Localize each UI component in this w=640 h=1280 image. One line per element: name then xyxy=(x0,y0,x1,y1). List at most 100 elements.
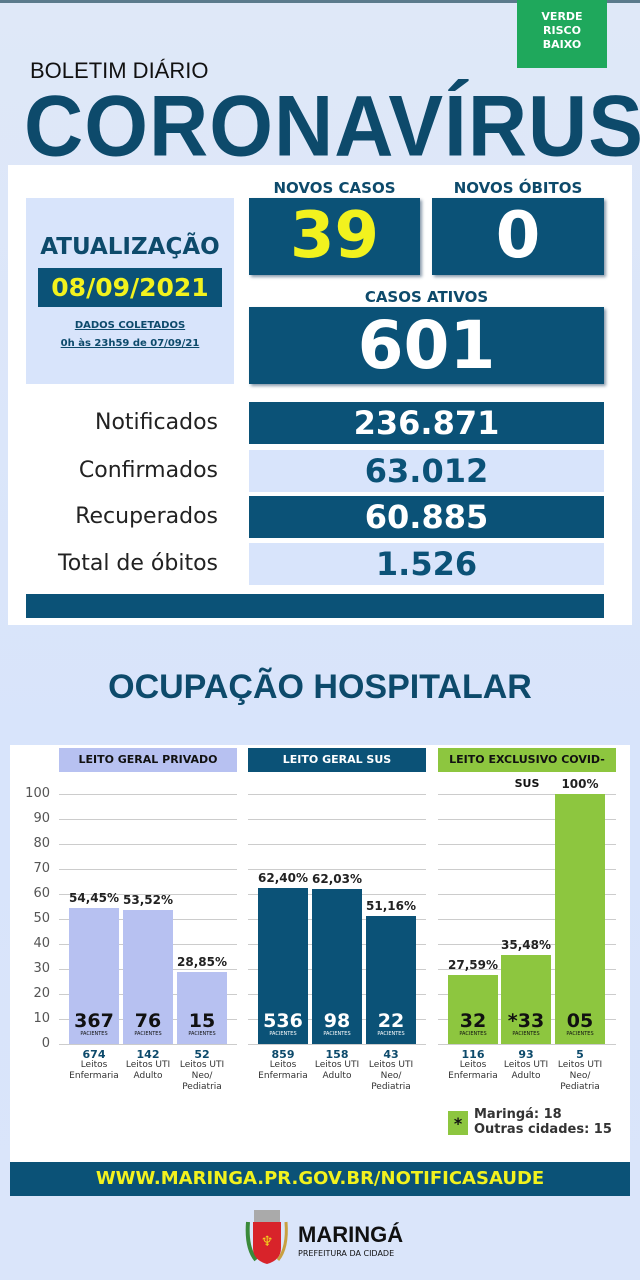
asterisk-icon: * xyxy=(448,1111,468,1135)
stat-label: Notificados xyxy=(95,410,218,435)
active-cases-value: 601 xyxy=(249,307,604,384)
stat-value: 63.012 xyxy=(249,450,604,492)
patients-label: PACIENTES xyxy=(188,1031,216,1037)
patients-count: 98 xyxy=(323,1010,351,1032)
bed-type: Leitos Enfermaria xyxy=(69,1060,119,1081)
subtitle: BOLETIM DIÁRIO xyxy=(30,58,209,83)
collected-label: DADOS COLETADOS xyxy=(74,320,186,331)
bed-type: Leitos UTI Adulto xyxy=(503,1060,549,1081)
active-cases-label: CASOS ATIVOS xyxy=(364,288,489,306)
group-header: LEITO EXCLUSIVO COVID-SUS xyxy=(438,748,616,790)
update-label: ATUALIZAÇÃO xyxy=(40,234,220,260)
new-deaths-label: NOVOS ÓBITOS xyxy=(453,179,583,197)
y-tick-label: 60 xyxy=(33,886,50,901)
gridline xyxy=(248,1044,426,1045)
y-tick-label: 20 xyxy=(33,986,50,1001)
gridline xyxy=(59,1044,237,1045)
top-border xyxy=(0,0,640,3)
gridline xyxy=(248,869,426,870)
svg-text:♆: ♆ xyxy=(261,1234,274,1250)
beds-count: 116 xyxy=(461,1048,485,1061)
group-header: LEITO GERAL SUS xyxy=(248,748,426,772)
patients-label: PACIENTES xyxy=(566,1031,594,1037)
patients-label: PACIENTES xyxy=(512,1031,540,1037)
bed-type: Leitos UTI Neo/ Pediatria xyxy=(368,1060,414,1092)
patients-label: PACIENTES xyxy=(269,1031,297,1037)
beds-count: 674 xyxy=(82,1048,106,1061)
y-tick-label: 30 xyxy=(33,961,50,976)
beds-count: 5 xyxy=(576,1048,584,1061)
badge-line: RISCO xyxy=(543,24,581,37)
gridline xyxy=(59,894,237,895)
patients-count: 536 xyxy=(263,1010,303,1032)
stat-value: 236.871 xyxy=(249,402,604,444)
legend: Maringá: 18 Outras cidades: 15 xyxy=(474,1107,612,1137)
y-tick-label: 0 xyxy=(41,1036,50,1051)
gridline xyxy=(438,794,616,795)
group-header: LEITO GERAL PRIVADO xyxy=(59,748,237,772)
logo-subtitle: PREFEITURA DA CIDADE xyxy=(298,1249,395,1258)
gridline xyxy=(59,794,237,795)
gridline xyxy=(59,819,237,820)
risk-badge: VERDE RISCO BAIXO xyxy=(517,0,607,68)
stat-label: Confirmados xyxy=(78,458,218,483)
bar-percent-label: 53,52% xyxy=(123,893,173,908)
bar xyxy=(366,916,416,1044)
bar-percent-label: 51,16% xyxy=(366,899,416,914)
y-tick-label: 50 xyxy=(33,911,50,926)
patients-count: 32 xyxy=(459,1010,487,1032)
patients-count: 15 xyxy=(188,1010,216,1032)
divider-bar xyxy=(26,594,604,618)
beds-count: 52 xyxy=(194,1048,210,1061)
bar xyxy=(555,794,605,1044)
patients-label: PACIENTES xyxy=(80,1031,108,1037)
update-date: 08/09/2021 xyxy=(38,268,222,307)
patients-label: PACIENTES xyxy=(323,1031,351,1037)
collected-range: 0h às 23h59 de 07/09/21 xyxy=(60,338,200,349)
patients-label: PACIENTES xyxy=(377,1031,405,1037)
bed-type: Leitos UTI Neo/ Pediatria xyxy=(557,1060,603,1092)
gridline xyxy=(438,844,616,845)
bar xyxy=(177,971,227,1044)
y-tick-label: 90 xyxy=(33,811,50,826)
section-title: OCUPAÇÃO HOSPITALAR xyxy=(108,668,532,706)
update-box: ATUALIZAÇÃO 08/09/2021 DADOS COLETADOS 0… xyxy=(26,198,234,384)
gridline xyxy=(59,844,237,845)
logo-name: MARINGÁ xyxy=(298,1222,404,1247)
gridline xyxy=(438,944,616,945)
beds-count: 158 xyxy=(325,1048,349,1061)
patients-count: *33 xyxy=(507,1010,545,1032)
gridline xyxy=(438,1044,616,1045)
city-coat-of-arms-icon: ♆ xyxy=(244,1208,290,1268)
beds-count: 93 xyxy=(518,1048,534,1061)
patients-label: PACIENTES xyxy=(459,1031,487,1037)
beds-count: 43 xyxy=(383,1048,399,1061)
y-tick-label: 10 xyxy=(33,1011,50,1026)
badge-line: BAIXO xyxy=(542,38,582,51)
bar xyxy=(123,910,173,1044)
y-tick-label: 40 xyxy=(33,936,50,951)
bar xyxy=(69,907,119,1044)
beds-count: 142 xyxy=(136,1048,160,1061)
gridline xyxy=(248,819,426,820)
bar xyxy=(312,888,362,1044)
badge-line: VERDE xyxy=(541,10,583,23)
bar-percent-label: 27,59% xyxy=(448,958,498,973)
bar xyxy=(258,888,308,1044)
bar-percent-label: 62,40% xyxy=(258,871,308,885)
bed-type: Leitos UTI Neo/ Pediatria xyxy=(179,1060,225,1092)
gridline xyxy=(248,844,426,845)
patients-count: 76 xyxy=(134,1010,162,1032)
bed-type: Leitos Enfermaria xyxy=(448,1060,498,1081)
gridline xyxy=(438,819,616,820)
y-tick-label: 70 xyxy=(33,861,50,876)
legend-line: Outras cidades: 15 xyxy=(474,1122,612,1137)
bar-percent-label: 100% xyxy=(561,777,599,791)
gridline xyxy=(438,919,616,920)
stat-label: Total de óbitos xyxy=(58,551,218,576)
bed-type: Leitos UTI Adulto xyxy=(125,1060,171,1081)
bar xyxy=(501,955,551,1044)
new-cases-value: 39 xyxy=(249,198,420,275)
footer-url[interactable]: WWW.MARINGA.PR.GOV.BR/NOTIFICASAUDE xyxy=(10,1162,630,1196)
patients-count: 367 xyxy=(74,1010,114,1032)
